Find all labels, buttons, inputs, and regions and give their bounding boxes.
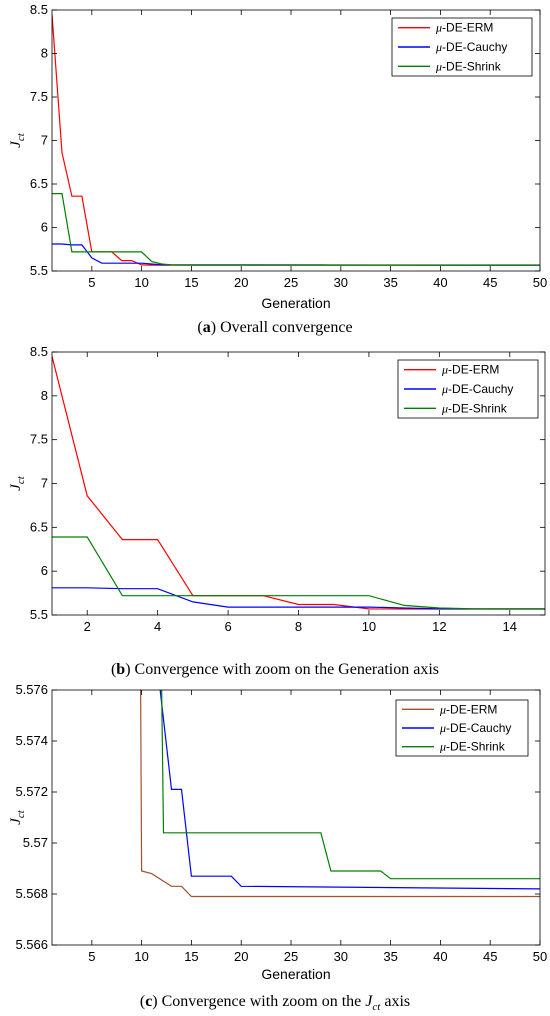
legend-label-1: μ-DE-ERM [435, 21, 493, 35]
x-tick-label: 35 [383, 949, 397, 964]
series-line-2 [52, 587, 545, 610]
y-tick-label: 7 [41, 133, 48, 148]
x-tick-label: 45 [483, 275, 497, 290]
y-axis-label: Jct [8, 132, 27, 148]
panel-c-zoom-jct: 5 10 15 20 25 30 35 40 45 50 5.566 5.568 5.57 5.572 5.… [8, 682, 547, 982]
x-axis-label: Generation [261, 966, 330, 982]
x-tick-label: 50 [533, 275, 547, 290]
y-tick-label: 5.5 [30, 607, 48, 622]
x-tick-label: 2 [84, 619, 91, 634]
x-tick-label: 5 [88, 949, 95, 964]
y-tick-label: 6.5 [30, 176, 48, 191]
plot-frame [51, 689, 541, 946]
x-axis-label: Generation [261, 295, 330, 311]
series-line-3 [161, 690, 540, 880]
y-tick-label: 6.5 [30, 519, 48, 534]
legend-label-1: μ-DE-ERM [441, 363, 499, 377]
x-tick-label: 6 [224, 619, 231, 634]
x-tick-label: 5 [88, 275, 95, 290]
x-tick-label: 40 [433, 949, 447, 964]
legend-label-2: μ-DE-Cauchy [441, 382, 513, 396]
caption-a: (a) Overall convergence [197, 319, 352, 336]
y-tick-label: 5.572 [15, 784, 48, 799]
y-tick-label: 5.566 [15, 937, 48, 952]
legend-label-1: μ-DE-ERM [439, 702, 497, 716]
series-line-1 [140, 690, 540, 898]
y-tick-label: 5.568 [15, 886, 48, 901]
panel-a-overall-convergence: 5 10 15 20 25 30 35 40 45 50 5.5 6 6.5 7 7.5 8 8.5 Genera… [8, 2, 547, 311]
x-tick-label: 10 [134, 949, 148, 964]
x-tick-label: 4 [154, 619, 161, 634]
caption-b: (b) Convergence with zoom on the Generat… [111, 661, 439, 678]
y-tick-label: 5.574 [15, 733, 48, 748]
y-tick-label: 5.5 [30, 263, 48, 278]
x-tick-label: 20 [234, 275, 248, 290]
x-tick-label: 40 [433, 275, 447, 290]
legend-label-3: μ-DE-Shrink [441, 401, 508, 415]
y-tick-label: 6 [41, 220, 48, 235]
x-tick-label: 10 [134, 275, 148, 290]
legend-label-3: μ-DE-Shrink [435, 59, 502, 73]
series-line-3 [52, 536, 545, 610]
x-tick-label: 45 [483, 949, 497, 964]
y-tick-label: 8.5 [30, 2, 48, 17]
y-axis-label: Jct [8, 475, 27, 491]
x-tick-label: 30 [334, 949, 348, 964]
panel-b-zoom-generation: 2 4 6 8 10 12 14 5.5 6 6.5 7 7.5 8 8.5 Jct μ-DE-ERM μ-DE… [8, 344, 546, 634]
series-line-2 [52, 243, 540, 266]
y-tick-label: 7 [41, 476, 48, 491]
y-tick-label: 7.5 [30, 432, 48, 447]
y-axis-label: Jct [8, 809, 27, 825]
caption-c: (c) Convergence with zoom on the Jct axi… [140, 993, 410, 1013]
x-tick-label: 14 [503, 619, 517, 634]
y-tick-label: 7.5 [30, 89, 48, 104]
y-tick-label: 8.5 [30, 344, 48, 359]
y-tick-label: 5.576 [15, 682, 48, 697]
legend-label-2: μ-DE-Cauchy [435, 40, 507, 54]
x-tick-label: 15 [184, 275, 198, 290]
x-tick-label: 15 [184, 949, 198, 964]
x-tick-label: 35 [383, 275, 397, 290]
x-tick-label: 30 [334, 275, 348, 290]
y-tick-label: 8 [41, 388, 48, 403]
y-tick-label: 8 [41, 46, 48, 61]
legend-label-2: μ-DE-Cauchy [439, 721, 511, 735]
legend-label-3: μ-DE-Shrink [439, 740, 506, 754]
x-tick-label: 20 [234, 949, 248, 964]
x-tick-label: 8 [295, 619, 302, 634]
series-line-3 [52, 193, 540, 266]
x-tick-label: 25 [284, 949, 298, 964]
x-tick-label: 25 [284, 275, 298, 290]
x-tick-label: 10 [362, 619, 376, 634]
y-tick-label: 5.57 [23, 835, 48, 850]
x-tick-label: 50 [533, 949, 547, 964]
x-tick-label: 12 [432, 619, 446, 634]
y-tick-label: 6 [41, 563, 48, 578]
